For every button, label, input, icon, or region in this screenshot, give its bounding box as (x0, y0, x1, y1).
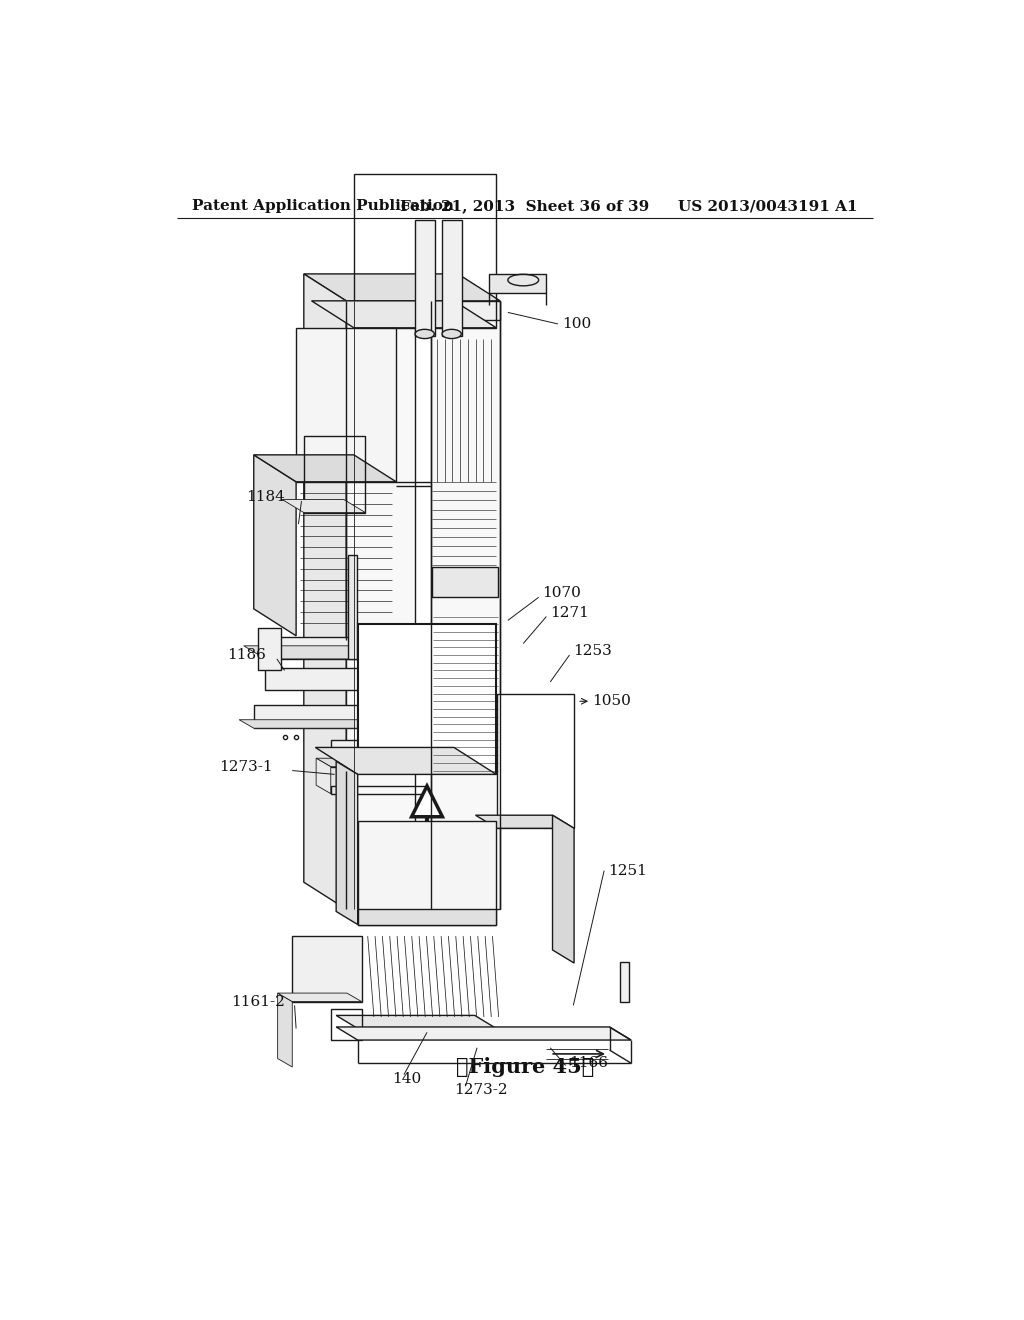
Polygon shape (315, 747, 497, 775)
Text: 1253: 1253 (573, 644, 612, 659)
Text: 140: 140 (392, 1072, 422, 1085)
Text: 1271: 1271 (550, 606, 589, 619)
Text: 1184: 1184 (246, 490, 285, 504)
Bar (346, 301, 416, 909)
Text: Feb. 21, 2013  Sheet 36 of 39: Feb. 21, 2013 Sheet 36 of 39 (400, 199, 649, 213)
Polygon shape (304, 275, 500, 301)
Polygon shape (488, 275, 547, 293)
Polygon shape (254, 455, 296, 636)
Bar (432, 566, 498, 598)
Text: 1273-1: 1273-1 (219, 760, 272, 774)
Bar (348, 554, 357, 659)
Bar (620, 961, 629, 1002)
Bar (254, 705, 396, 729)
Bar (357, 909, 497, 924)
Text: 1070: 1070 (543, 586, 582, 601)
Polygon shape (336, 762, 357, 924)
Bar (416, 220, 435, 335)
Text: 1273-2: 1273-2 (454, 1084, 508, 1097)
Text: 1161-2: 1161-2 (230, 994, 285, 1008)
Polygon shape (336, 1015, 497, 1028)
Bar (331, 785, 427, 793)
Polygon shape (553, 816, 574, 964)
Text: Patent Application Publication: Patent Application Publication (193, 199, 455, 213)
Ellipse shape (442, 330, 461, 339)
Bar (292, 936, 361, 1002)
Polygon shape (304, 275, 346, 909)
Ellipse shape (415, 330, 434, 339)
Polygon shape (412, 785, 442, 817)
Bar (265, 638, 396, 659)
Bar (331, 1010, 361, 1040)
Bar (442, 220, 462, 335)
Polygon shape (475, 816, 574, 829)
Polygon shape (336, 1027, 631, 1040)
Polygon shape (254, 455, 396, 482)
Polygon shape (240, 719, 396, 729)
Bar (431, 301, 500, 909)
Text: US 2013/0043191 A1: US 2013/0043191 A1 (678, 199, 857, 213)
Bar (331, 739, 427, 767)
Text: 1166: 1166 (569, 1056, 608, 1071)
Bar (265, 668, 396, 689)
Bar (304, 436, 366, 512)
Polygon shape (316, 758, 331, 793)
Polygon shape (311, 301, 497, 327)
Polygon shape (278, 993, 361, 1002)
Text: 100: 100 (562, 317, 591, 331)
Bar (296, 327, 396, 482)
Polygon shape (346, 301, 500, 321)
Bar (354, 174, 497, 327)
Bar (497, 693, 574, 829)
Polygon shape (244, 645, 396, 659)
Polygon shape (316, 758, 427, 767)
Bar (357, 821, 497, 924)
Bar (357, 624, 497, 775)
Text: 1251: 1251 (608, 863, 647, 878)
Bar (258, 628, 281, 671)
Polygon shape (283, 499, 366, 512)
Polygon shape (278, 993, 292, 1067)
Text: 1186: 1186 (226, 648, 265, 663)
Text: 1050: 1050 (593, 694, 632, 709)
Text: 【Figure 45】: 【Figure 45】 (456, 1057, 594, 1077)
